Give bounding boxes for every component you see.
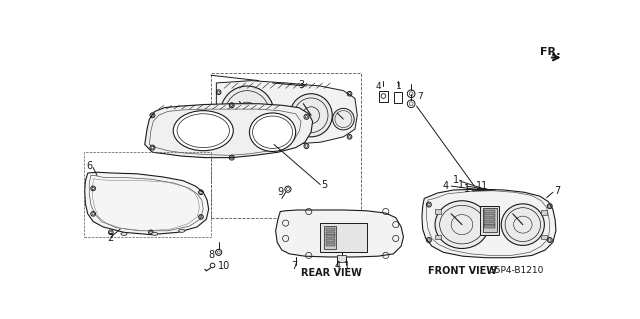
- Polygon shape: [214, 81, 357, 146]
- Bar: [324, 226, 337, 249]
- Text: 6: 6: [86, 161, 92, 171]
- Text: 1: 1: [344, 261, 350, 271]
- Text: 5: 5: [321, 180, 327, 189]
- Bar: [289, 124, 307, 138]
- Ellipse shape: [290, 94, 332, 137]
- Bar: [326, 228, 335, 231]
- Text: 1: 1: [452, 175, 459, 185]
- Ellipse shape: [250, 113, 296, 152]
- Text: FRONT VIEW: FRONT VIEW: [428, 266, 497, 276]
- Bar: [320, 223, 367, 252]
- Text: 10: 10: [218, 261, 230, 271]
- Ellipse shape: [333, 108, 354, 130]
- Polygon shape: [84, 172, 209, 235]
- Bar: [211, 73, 361, 218]
- Ellipse shape: [173, 111, 234, 151]
- Text: 2: 2: [107, 234, 113, 243]
- Bar: [326, 232, 335, 235]
- Bar: [298, 126, 303, 129]
- Bar: [379, 91, 388, 102]
- Bar: [84, 152, 211, 237]
- Bar: [291, 126, 296, 129]
- Bar: [291, 134, 296, 137]
- Text: 3: 3: [299, 80, 305, 90]
- Ellipse shape: [121, 232, 127, 235]
- Text: 8: 8: [208, 250, 214, 260]
- Bar: [484, 218, 495, 221]
- Text: 1: 1: [465, 184, 470, 194]
- Ellipse shape: [220, 86, 274, 141]
- Bar: [394, 92, 402, 103]
- Bar: [484, 221, 495, 225]
- Bar: [326, 243, 335, 246]
- Bar: [435, 209, 441, 214]
- Bar: [483, 208, 497, 232]
- Text: 1: 1: [458, 180, 464, 189]
- Bar: [337, 256, 346, 262]
- Bar: [484, 226, 495, 228]
- Text: 1: 1: [396, 82, 401, 91]
- Text: S5P4-B1210: S5P4-B1210: [490, 266, 544, 275]
- Bar: [484, 210, 495, 213]
- Text: 4: 4: [443, 181, 449, 191]
- Text: FR.: FR.: [540, 47, 560, 57]
- Text: 9: 9: [277, 187, 284, 197]
- Text: REAR VIEW: REAR VIEW: [301, 268, 362, 278]
- Bar: [484, 214, 495, 217]
- Bar: [326, 235, 335, 239]
- Text: 7: 7: [417, 92, 423, 100]
- Polygon shape: [276, 210, 403, 257]
- Text: 7: 7: [291, 261, 298, 271]
- Text: 4: 4: [376, 82, 381, 91]
- Ellipse shape: [152, 232, 158, 235]
- Bar: [481, 206, 499, 235]
- Bar: [298, 130, 303, 133]
- Polygon shape: [145, 104, 312, 158]
- Bar: [541, 210, 547, 215]
- Bar: [298, 134, 303, 137]
- Bar: [326, 239, 335, 242]
- Bar: [435, 235, 441, 239]
- Text: 4: 4: [335, 261, 341, 271]
- Ellipse shape: [435, 201, 489, 249]
- Text: 11: 11: [476, 181, 488, 191]
- Polygon shape: [422, 189, 556, 258]
- Ellipse shape: [501, 204, 545, 245]
- Bar: [541, 235, 547, 239]
- Bar: [291, 130, 296, 133]
- Ellipse shape: [179, 229, 185, 232]
- Text: 7: 7: [554, 186, 561, 196]
